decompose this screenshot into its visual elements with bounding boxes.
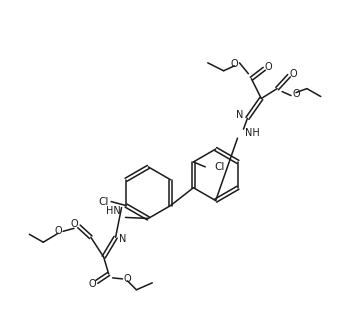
Text: O: O [124,274,131,284]
Text: O: O [231,59,238,69]
Text: NH: NH [245,128,260,138]
Text: N: N [119,234,126,244]
Text: O: O [289,69,297,79]
Text: O: O [292,89,300,99]
Text: O: O [264,62,272,72]
Text: O: O [88,279,96,289]
Text: HN: HN [106,207,120,216]
Text: Cl: Cl [98,197,108,207]
Text: Cl: Cl [214,162,225,172]
Text: O: O [70,219,78,230]
Text: O: O [54,226,62,236]
Text: N: N [236,110,244,120]
